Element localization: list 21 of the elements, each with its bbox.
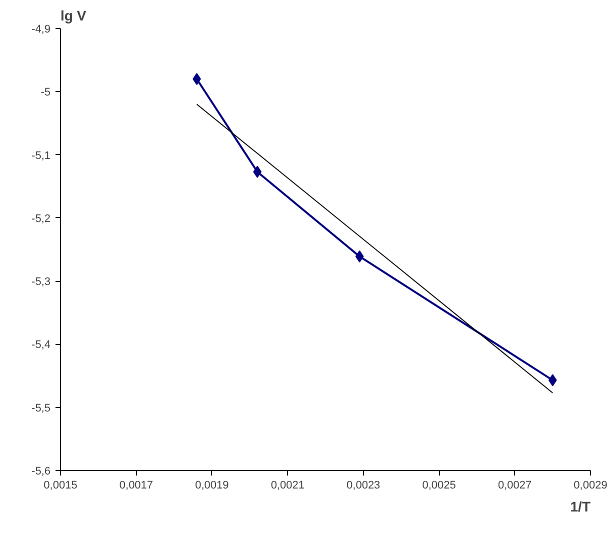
x-tick-label: 0,0021 [270, 480, 304, 492]
y-tick-label: -5,2 [32, 212, 51, 225]
x-tick-label: 0,0029 [574, 480, 608, 492]
x-tick-label: 0,0015 [44, 480, 78, 492]
x-tick-label: 0,0027 [498, 480, 532, 492]
y-tick-label: -5,6 [32, 466, 51, 478]
y-axis-title: lg V [60, 8, 87, 24]
y-tick-label: -5,1 [32, 150, 51, 162]
x-tick-label: 0,0023 [346, 480, 380, 492]
x-tick-label: 0,0019 [195, 480, 229, 492]
point [548, 374, 557, 386]
y-tick-label: -4,9 [32, 24, 51, 36]
y-tick-label: -5,5 [32, 402, 51, 414]
x-tick-label: 0,0017 [119, 480, 154, 492]
point [253, 166, 262, 178]
x-axis-title: 1/T [570, 498, 591, 514]
x-tick-label: 0,0025 [422, 480, 456, 492]
y-tick-label: -5,4 [32, 339, 51, 352]
y-tick-label: -5 [40, 86, 50, 99]
y-tick-label: -5,3 [32, 276, 51, 288]
point [355, 250, 364, 262]
